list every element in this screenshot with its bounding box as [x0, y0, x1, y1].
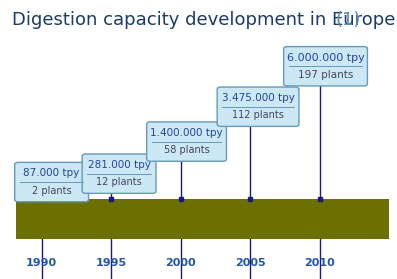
Text: Digestion capacity development in Europe: Digestion capacity development in Europe — [12, 11, 397, 29]
Text: 281.000 tpy: 281.000 tpy — [88, 160, 150, 170]
Text: 1995: 1995 — [96, 258, 127, 268]
Text: 6.000.000 tpy: 6.000.000 tpy — [287, 52, 364, 62]
Text: (1): (1) — [335, 11, 361, 29]
Text: 58 plants: 58 plants — [164, 145, 210, 155]
Text: 112 plants: 112 plants — [232, 110, 284, 121]
Text: 2010: 2010 — [304, 258, 335, 268]
FancyBboxPatch shape — [147, 122, 226, 161]
Text: 2 plants: 2 plants — [32, 186, 71, 196]
FancyBboxPatch shape — [16, 199, 389, 239]
Text: 12 plants: 12 plants — [96, 177, 142, 187]
Text: 87.000 tpy: 87.000 tpy — [23, 168, 80, 178]
Text: 3.475.000 tpy: 3.475.000 tpy — [222, 93, 295, 103]
FancyBboxPatch shape — [15, 162, 89, 202]
FancyBboxPatch shape — [82, 154, 156, 193]
Text: 1990: 1990 — [26, 258, 57, 268]
FancyBboxPatch shape — [217, 87, 299, 126]
Text: 2000: 2000 — [165, 258, 196, 268]
FancyBboxPatch shape — [283, 47, 368, 86]
Text: 197 plants: 197 plants — [298, 70, 353, 80]
Text: 1.400.000 tpy: 1.400.000 tpy — [150, 128, 223, 138]
Text: 2005: 2005 — [235, 258, 266, 268]
